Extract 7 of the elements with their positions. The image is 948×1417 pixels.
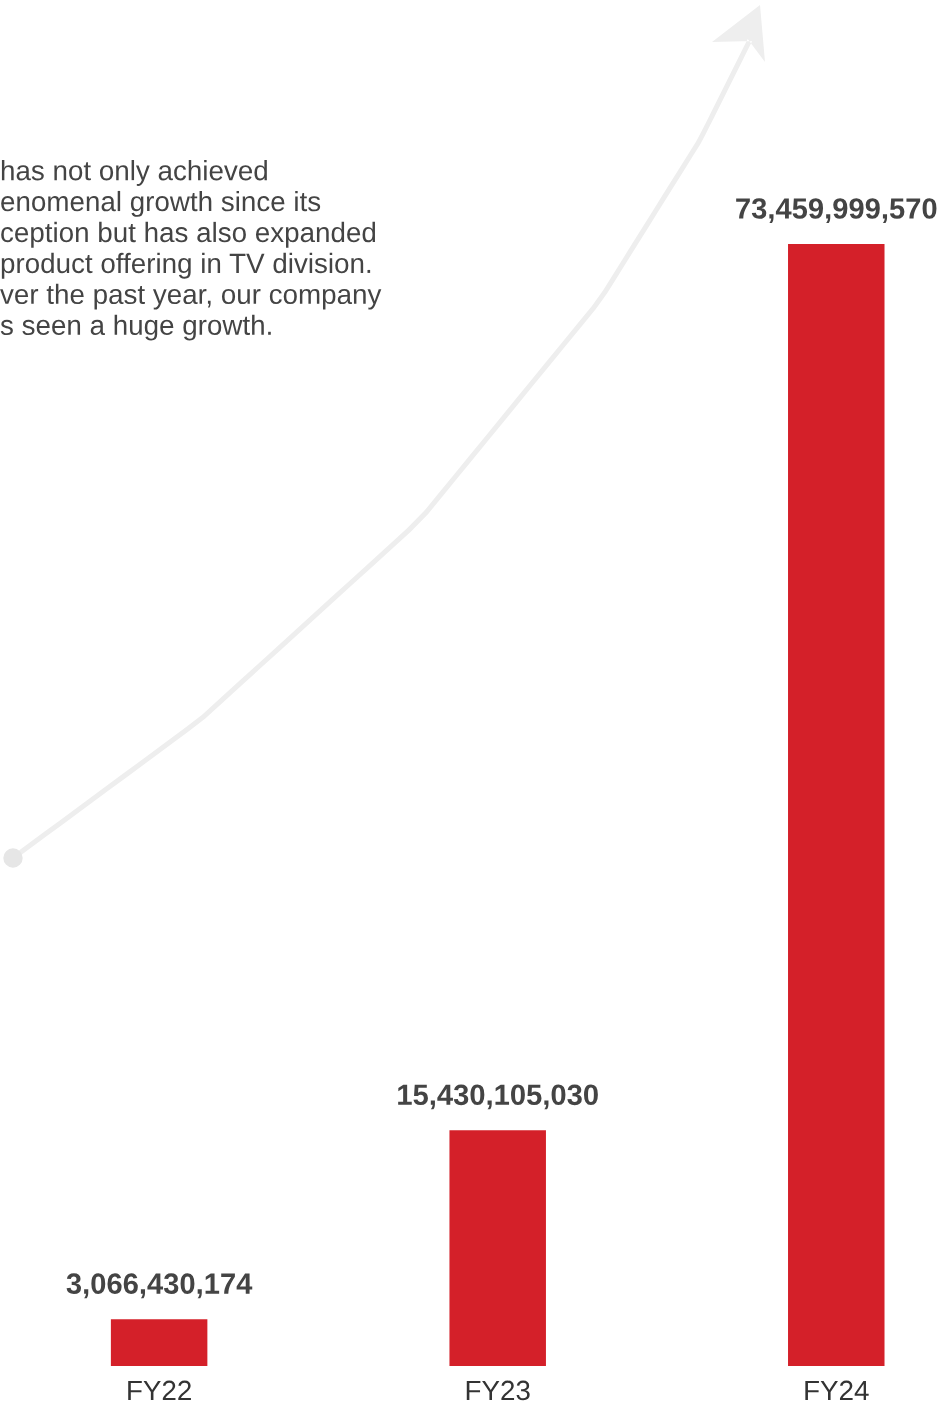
- data-label: 73,459,999,570: [736, 198, 937, 224]
- x-tick-label: FY22: [128, 1380, 191, 1401]
- x-tick-label: FY23: [466, 1380, 530, 1401]
- data-label: 3,066,430,174: [66, 1273, 253, 1299]
- annotation: has not only achieved enomenal growth since its ception but has also expanded product offering in TV division. ver the past year, our company s seen a huge growth.: [0, 160, 382, 341]
- data-label: 15,430,105,030: [398, 1084, 598, 1110]
- x-tick-label: FY24: [805, 1380, 869, 1401]
